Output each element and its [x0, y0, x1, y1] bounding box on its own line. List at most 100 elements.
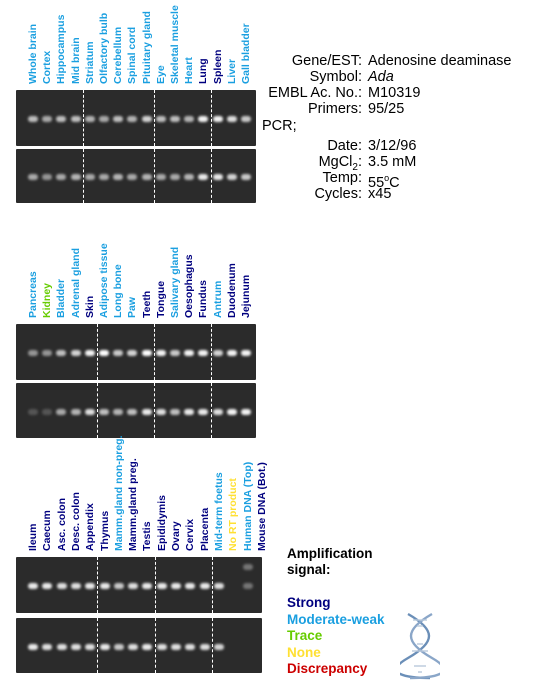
gene-label: Gene/EST:: [291, 53, 362, 69]
lane-divider: [153, 90, 155, 146]
lane-label: Appendix: [84, 503, 97, 551]
lane-divider: [82, 149, 84, 203]
lane-divider: [211, 557, 213, 613]
gel-band: [56, 116, 67, 123]
gel-band: [185, 583, 196, 590]
gel-band: [198, 350, 209, 357]
lane-divider: [82, 90, 84, 146]
gel-band: [212, 174, 223, 181]
lane-divider: [96, 383, 98, 438]
gel-band: [56, 174, 67, 181]
lane-label: Long bone: [112, 264, 125, 318]
lane-label: Caecum: [41, 510, 54, 551]
gel-band: [42, 174, 53, 181]
lane-label: Asc. colon: [55, 497, 68, 551]
gel-image: [16, 324, 256, 380]
gel-band: [70, 643, 81, 650]
legend: Strong Moderate-weak Trace None Discrepa…: [287, 595, 447, 680]
gel-band: [226, 116, 237, 123]
lane-divider: [96, 324, 98, 380]
lane-label: Mamm.gland preg.: [127, 458, 140, 551]
legend-moderate-weak: Moderate-weak: [287, 611, 385, 627]
lane-label: Desc. colon: [69, 492, 82, 551]
gel-image: [16, 618, 262, 673]
gel-band: [84, 408, 95, 415]
legend-none: None: [287, 644, 321, 660]
gel-band: [84, 174, 95, 181]
lane-label: Teeth: [140, 290, 153, 318]
gel-band: [184, 174, 195, 181]
gel-band: [226, 408, 237, 415]
gel-band: [84, 116, 95, 123]
mgcl2-label: MgCl2:: [318, 154, 362, 173]
gel-band: [142, 583, 153, 590]
gel-band: [127, 174, 138, 181]
cycles-value: x45: [368, 186, 392, 202]
gel-band: [113, 643, 124, 650]
gel-band: [198, 174, 209, 181]
gel-band: [213, 583, 224, 590]
lane-divider: [154, 557, 156, 613]
gel-band: [42, 583, 53, 590]
lane-label: Bladder: [55, 278, 68, 318]
gel-band: [113, 583, 124, 590]
lane-label: Human DNA (Top): [241, 461, 254, 551]
gel-band: [99, 116, 109, 123]
lane-divider: [154, 618, 156, 673]
gel-band: [99, 174, 109, 181]
gel-image: [16, 383, 256, 438]
gel-band: [28, 116, 38, 123]
gel-band: [127, 116, 138, 123]
gel-band: [42, 643, 53, 650]
gel-band: [184, 350, 195, 357]
primers-value: 95/25: [368, 101, 405, 117]
gel-band: [70, 174, 81, 181]
gel-band: [99, 350, 109, 357]
lane-divider: [153, 324, 155, 380]
pcr-label: PCR;: [262, 118, 297, 134]
legend-strong: Strong: [287, 595, 331, 610]
lane-label: Ileum: [27, 523, 39, 551]
lane-label: Mamm.gland non-preg.: [112, 435, 125, 552]
gel-band: [171, 643, 181, 650]
gel-band: [212, 350, 223, 357]
lane-divider: [97, 618, 99, 673]
gel-band: [56, 408, 67, 415]
lane-divider: [211, 618, 213, 673]
gel-band: [99, 643, 110, 650]
gel-band: [99, 408, 109, 415]
gel-band: [42, 116, 53, 123]
gel-band: [241, 174, 251, 181]
lane-label: No RT product: [227, 478, 240, 551]
gel-band: [99, 583, 110, 590]
gel-band: [56, 350, 67, 357]
lane-label: Cervix: [184, 518, 197, 551]
date-label: Date:: [327, 138, 362, 154]
lane-divider: [210, 324, 212, 380]
gel-band: [171, 583, 181, 590]
mgcl2-value: 3.5 mM: [368, 154, 417, 170]
lane-label: Paw: [126, 296, 139, 318]
gel-band: [70, 408, 81, 415]
temp-label: Temp:: [322, 170, 363, 186]
gel-image: [16, 557, 262, 613]
lane-label: Salivary gland: [169, 246, 181, 318]
gel-band: [28, 408, 38, 415]
gel-band: [185, 643, 196, 650]
gel-band: [56, 643, 67, 650]
gel-band: [199, 583, 210, 590]
gel-band: [85, 583, 96, 590]
lane-label: Adrenal gland: [69, 247, 82, 318]
gel-band: [141, 174, 152, 181]
gel-band: [141, 408, 152, 415]
lane-label: Kidney: [41, 282, 54, 318]
gel-band: [28, 350, 38, 357]
lane-divider: [210, 383, 212, 438]
gel-band: [226, 350, 237, 357]
gel-band: [113, 350, 124, 357]
gel-band: [28, 174, 38, 181]
gel-band: [113, 116, 124, 123]
gel-band: [70, 583, 81, 590]
gel-band: [155, 408, 166, 415]
lane-label: Testis: [141, 521, 154, 551]
